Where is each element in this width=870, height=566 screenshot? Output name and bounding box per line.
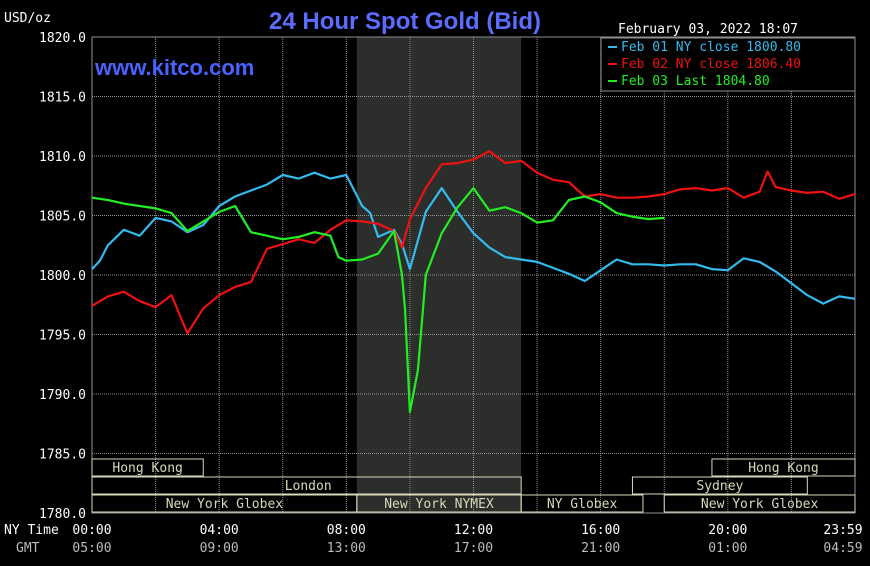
session-box-ny_globex bbox=[520, 494, 644, 513]
session-label-new_york_globex_2: New York Globex bbox=[701, 497, 819, 512]
x-axis-ny-time-label: NY Time bbox=[4, 523, 59, 538]
session-label-london: London bbox=[285, 479, 332, 494]
series-line-2 bbox=[91, 187, 665, 413]
x-tick-ny: 16:00 bbox=[581, 523, 620, 538]
session-box-sydney bbox=[631, 476, 808, 495]
series-lines bbox=[91, 150, 856, 413]
y-axis-tick-labels: 1820.0 1815.0 1810.0 1805.0 1800.0 1795.0 1790… bbox=[39, 31, 86, 522]
y-tick-label: 1800.0 bbox=[39, 269, 86, 284]
session-label-hong_kong_1: Hong Kong bbox=[112, 461, 182, 476]
session-box-london bbox=[91, 476, 522, 495]
x-axis-tick-labels: 00:00 04:00 08:00 12:00 16:00 20:00 23:59 05:00… bbox=[72, 523, 862, 556]
session-label-sydney: Sydney bbox=[696, 479, 743, 494]
session-label-hong_kong_2: Hong Kong bbox=[748, 461, 818, 476]
x-tick-ny: 20:00 bbox=[708, 523, 747, 538]
y-tick-label: 1795.0 bbox=[39, 329, 86, 344]
x-tick-gmt: 17:00 bbox=[454, 541, 493, 556]
legend: Feb 01 NY close 1800.80 Feb 02 NY close 1… bbox=[608, 40, 801, 89]
x-tick-ny: 08:00 bbox=[327, 523, 366, 538]
y-tick-label: 1785.0 bbox=[39, 448, 86, 463]
session-box-hong_kong_1 bbox=[91, 458, 204, 477]
y-tick-label: 1790.0 bbox=[39, 388, 86, 403]
y-tick-label: 1815.0 bbox=[39, 91, 86, 106]
grid-lines bbox=[91, 36, 856, 514]
x-tick-ny: 12:00 bbox=[454, 523, 493, 538]
watermark-url: www.kitco.com bbox=[94, 55, 254, 80]
legend-box bbox=[600, 37, 856, 92]
session-box-new_york_globex_2 bbox=[663, 494, 856, 513]
y-axis-unit-label: USD/oz bbox=[4, 11, 51, 26]
session-box-hong_kong_2 bbox=[711, 458, 856, 477]
chart-title: 24 Hour Spot Gold (Bid) bbox=[269, 8, 541, 35]
legend-entry: Feb 03 Last 1804.80 bbox=[621, 74, 770, 89]
session-label-new_york_globex_1: New York Globex bbox=[166, 497, 284, 512]
y-tick-label: 1820.0 bbox=[39, 31, 86, 46]
x-tick-ny: 23:59 bbox=[823, 523, 862, 538]
y-tick-label: 1780.0 bbox=[39, 507, 86, 522]
series-line-1 bbox=[91, 150, 856, 335]
x-tick-gmt: 13:00 bbox=[327, 541, 366, 556]
x-axis-gmt-label: GMT bbox=[16, 541, 40, 556]
legend-entry: Feb 01 NY close 1800.80 bbox=[621, 40, 801, 55]
x-tick-ny: 04:00 bbox=[200, 523, 239, 538]
y-tick-label: 1805.0 bbox=[39, 210, 86, 225]
legend-entry: Feb 02 NY close 1806.40 bbox=[621, 57, 801, 72]
x-tick-gmt: 21:00 bbox=[581, 541, 620, 556]
session-label-new_york_nymex: New York NYMEX bbox=[384, 497, 494, 512]
timestamp: February 03, 2022 18:07 bbox=[618, 22, 798, 37]
y-tick-label: 1810.0 bbox=[39, 150, 86, 165]
x-tick-ny: 00:00 bbox=[72, 523, 111, 538]
session-label-ny_globex: NY Globex bbox=[547, 497, 618, 512]
x-tick-gmt: 01:00 bbox=[708, 541, 747, 556]
x-tick-gmt: 05:00 bbox=[72, 541, 111, 556]
x-tick-gmt: 04:59 bbox=[823, 541, 862, 556]
x-tick-gmt: 09:00 bbox=[200, 541, 239, 556]
